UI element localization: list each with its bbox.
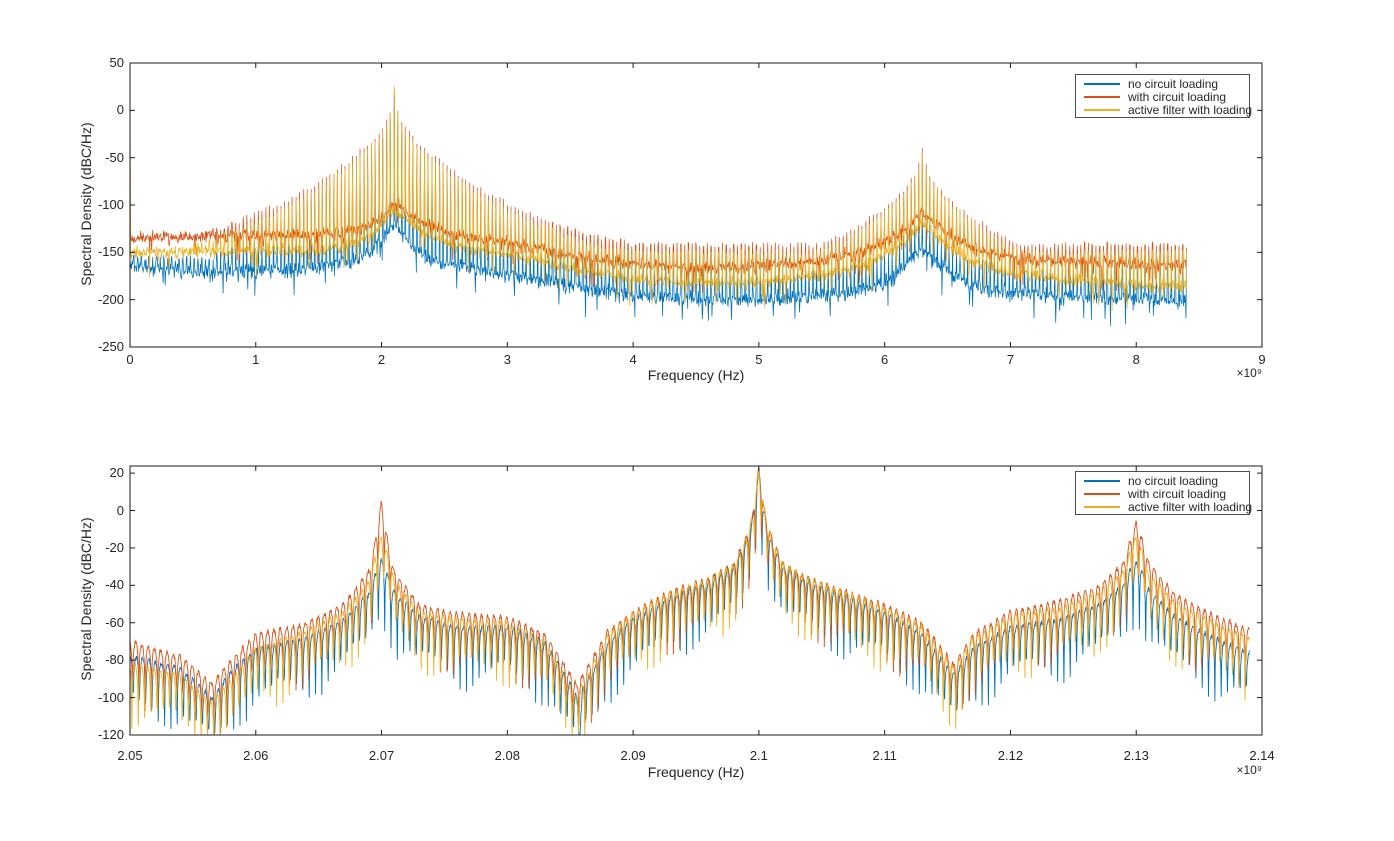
series-with-circuit-loading bbox=[130, 88, 1187, 293]
x-tick-label: 2.12 bbox=[997, 748, 1024, 763]
legend-line-sample bbox=[1084, 480, 1120, 483]
x-tick-label: 2 bbox=[377, 352, 386, 367]
x-tick-label: 7 bbox=[1006, 352, 1015, 367]
legend-label: active filter with loading bbox=[1128, 102, 1253, 117]
x-tick-label: 3 bbox=[503, 352, 511, 367]
x-tick-label: 2.11 bbox=[872, 748, 897, 763]
y-tick-label: -80 bbox=[105, 652, 124, 668]
y-tick-label: -150 bbox=[97, 244, 124, 260]
axes-box bbox=[129, 465, 1263, 736]
bottom-x-axis-label: Frequency (Hz) bbox=[647, 764, 745, 780]
top-x-exponent: ×10⁹ bbox=[1236, 366, 1263, 380]
series-active-filter-with-loading bbox=[130, 86, 1187, 312]
x-tick-label: 2.14 bbox=[1249, 748, 1275, 763]
legend-line-sample bbox=[1084, 96, 1120, 99]
legend-label: with circuit loading bbox=[1128, 90, 1227, 105]
plot-area-bottom bbox=[130, 467, 1250, 735]
bottom-x-exponent: ×10⁹ bbox=[1236, 763, 1263, 777]
legend-line-sample bbox=[1084, 505, 1120, 508]
legend-label: with circuit loading bbox=[1128, 487, 1227, 502]
x-tick-label: 1 bbox=[252, 352, 260, 367]
y-tick-label: -100 bbox=[97, 689, 124, 705]
x-tick-label: 2.06 bbox=[243, 748, 269, 763]
y-tick-label: 0 bbox=[116, 502, 124, 518]
legend-line-sample bbox=[1084, 108, 1120, 111]
y-tick-label: -20 bbox=[105, 539, 124, 555]
x-tick-label: 2.1 bbox=[749, 748, 768, 763]
x-tick-label: 5 bbox=[755, 352, 763, 367]
x-tick-label: 0 bbox=[126, 352, 134, 367]
y-tick-label: -200 bbox=[97, 291, 124, 307]
legend-entry: active filter with loading bbox=[1084, 499, 1253, 514]
bottom-legend: no circuit loading with circuit loading … bbox=[1075, 471, 1253, 515]
x-tick-label: 4 bbox=[629, 352, 637, 367]
legend-line-sample bbox=[1084, 493, 1120, 496]
y-tick-label: 0 bbox=[116, 102, 124, 118]
y-tick-label: 20 bbox=[109, 465, 124, 481]
legend-entry: no circuit loading bbox=[1084, 475, 1249, 488]
y-tick-label: -40 bbox=[105, 577, 124, 593]
x-tick-label: 6 bbox=[881, 352, 889, 367]
legend-label: no circuit loading bbox=[1128, 77, 1219, 92]
y-tick-label: -50 bbox=[105, 149, 124, 165]
y-tick-label: -100 bbox=[97, 197, 124, 212]
legend-line-sample bbox=[1084, 83, 1120, 86]
series-active-filter-with-loading bbox=[130, 471, 1250, 735]
x-tick-label: 2.09 bbox=[620, 748, 646, 763]
legend-label: no circuit loading bbox=[1128, 474, 1219, 489]
x-tick-label: 2.05 bbox=[117, 748, 143, 763]
plot-area-top bbox=[130, 86, 1187, 326]
x-tick-label: 2.08 bbox=[494, 748, 520, 763]
x-tick-label: 9 bbox=[1258, 352, 1266, 367]
legend-label: active filter with loading bbox=[1128, 499, 1253, 514]
legend-entry: active filter with loading bbox=[1084, 102, 1253, 117]
series-with-circuit-loading bbox=[130, 468, 1250, 735]
x-tick-label: 2.13 bbox=[1123, 748, 1149, 763]
top-legend: no circuit loading with circuit loading … bbox=[1075, 74, 1253, 118]
legend-entry: with circuit loading bbox=[1084, 488, 1249, 501]
y-tick-label: 50 bbox=[109, 55, 124, 70]
legend-entry: no circuit loading bbox=[1084, 78, 1249, 91]
y-tick-label: -60 bbox=[105, 614, 124, 630]
y-tick-label: -250 bbox=[97, 339, 124, 354]
y-tick-label: -120 bbox=[97, 727, 124, 742]
x-tick-label: 2.07 bbox=[368, 748, 395, 763]
x-tick-label: 8 bbox=[1132, 352, 1140, 367]
top-x-axis-label: Frequency (Hz) bbox=[647, 367, 745, 383]
legend-entry: with circuit loading bbox=[1084, 91, 1249, 104]
